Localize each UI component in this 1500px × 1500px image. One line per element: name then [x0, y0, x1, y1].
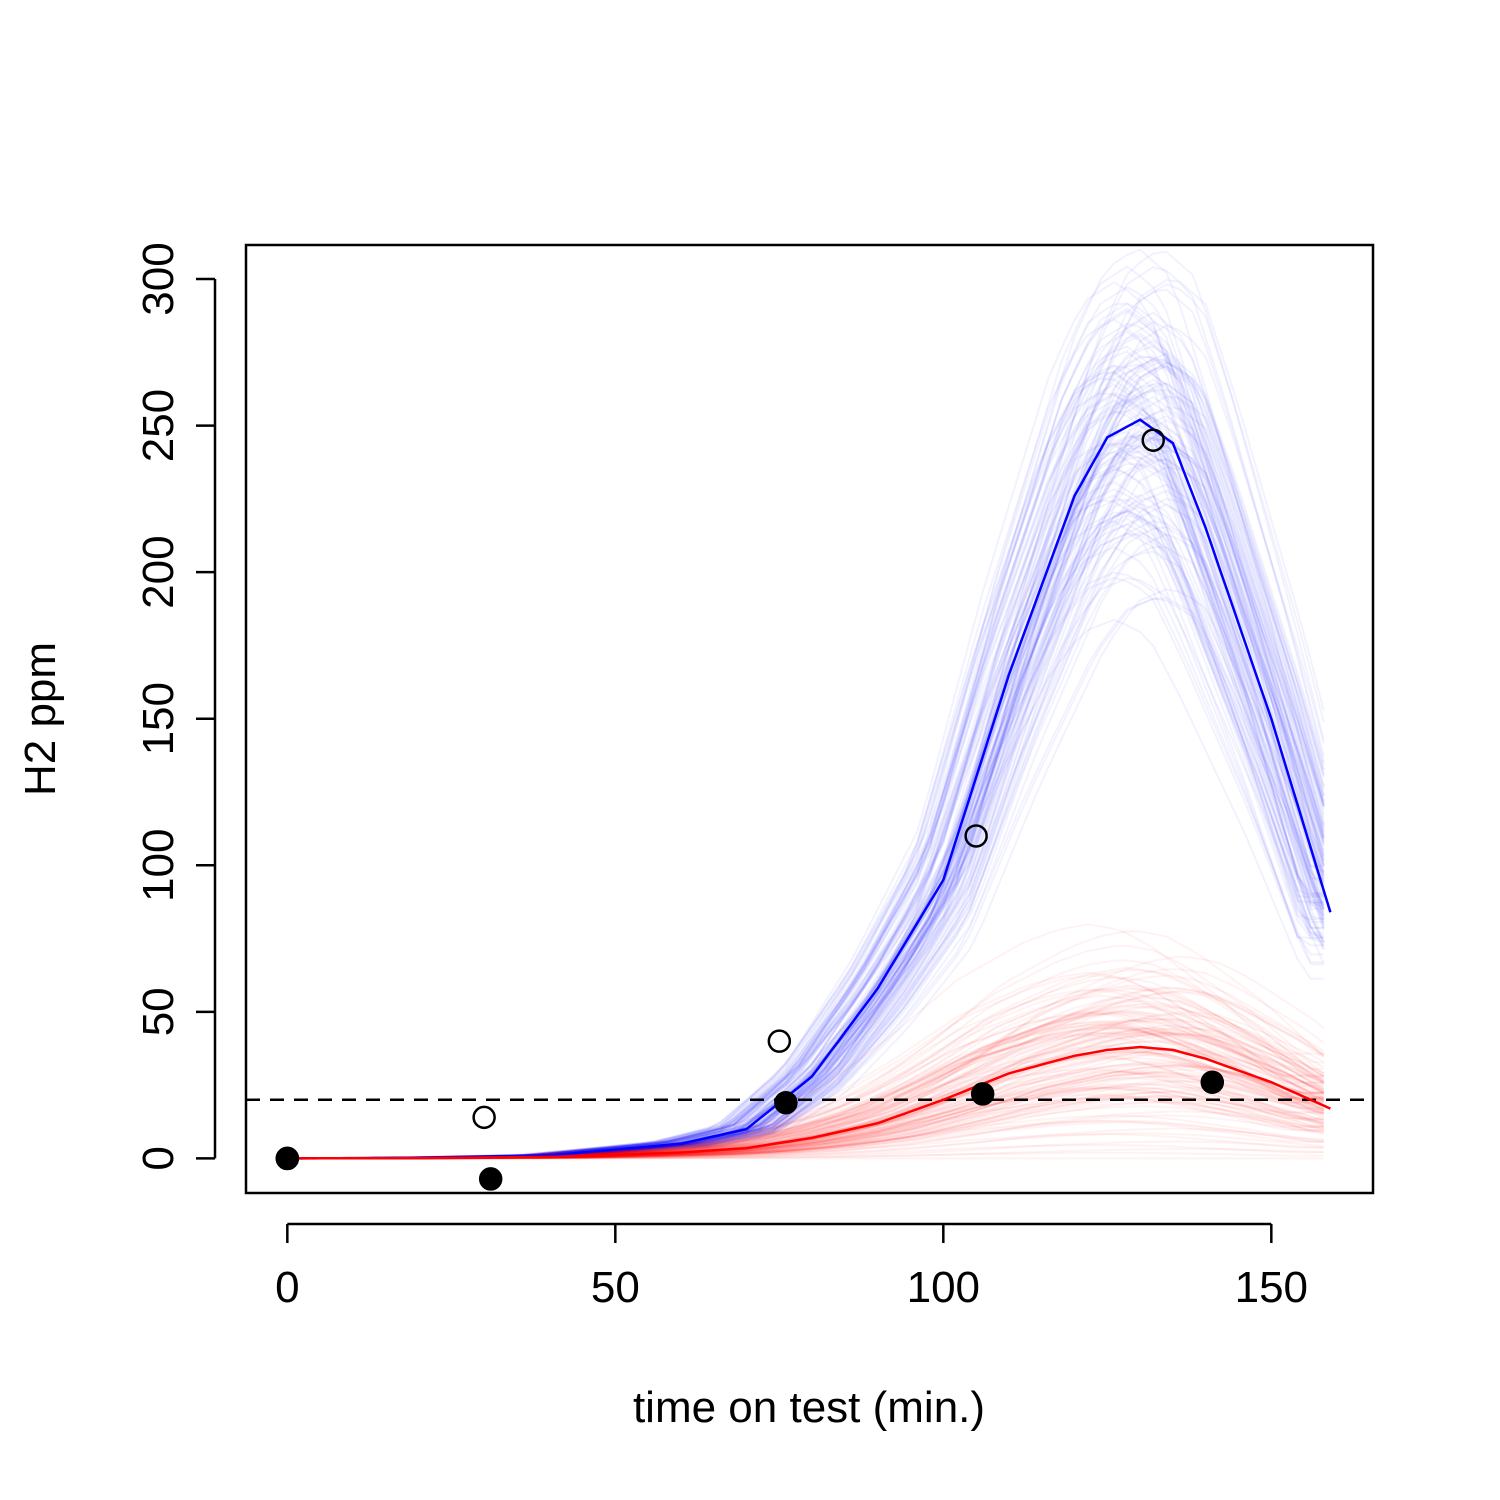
y-tick-label: 100 — [134, 829, 183, 902]
data-point — [970, 1082, 995, 1106]
y-tick-label: 150 — [134, 682, 183, 755]
y-tick-label: 50 — [134, 987, 183, 1036]
x-axis-label: time on test (min.) — [633, 1383, 985, 1432]
data-point — [472, 1105, 496, 1130]
x-tick-label: 150 — [1235, 1263, 1308, 1312]
y-tick-label: 300 — [134, 242, 183, 315]
data-point — [478, 1167, 503, 1191]
x-tick-label: 0 — [275, 1263, 299, 1312]
data-point — [1141, 428, 1165, 452]
data-point — [964, 824, 988, 848]
x-axis: 0 50 100 150 — [275, 1222, 1308, 1312]
x-tick-label: 50 — [591, 1263, 640, 1312]
fitted-curve-2 — [287, 1045, 1331, 1160]
data-point — [774, 1090, 798, 1115]
data-point — [275, 1146, 300, 1171]
y-tick-label: 0 — [134, 1146, 183, 1170]
data-point — [1200, 1070, 1225, 1094]
y-tick-label: 200 — [134, 535, 183, 608]
y-axis: 0 50 100 150 200 250 300 — [134, 242, 217, 1171]
y-axis-label: H2 ppm — [16, 642, 65, 796]
observed-points — [275, 428, 1225, 1191]
data-point — [767, 1029, 792, 1053]
x-tick-label: 100 — [907, 1263, 980, 1312]
plot-frame — [244, 243, 1375, 1195]
y-tick-label: 250 — [134, 389, 183, 462]
posterior-bands — [287, 248, 1325, 1160]
